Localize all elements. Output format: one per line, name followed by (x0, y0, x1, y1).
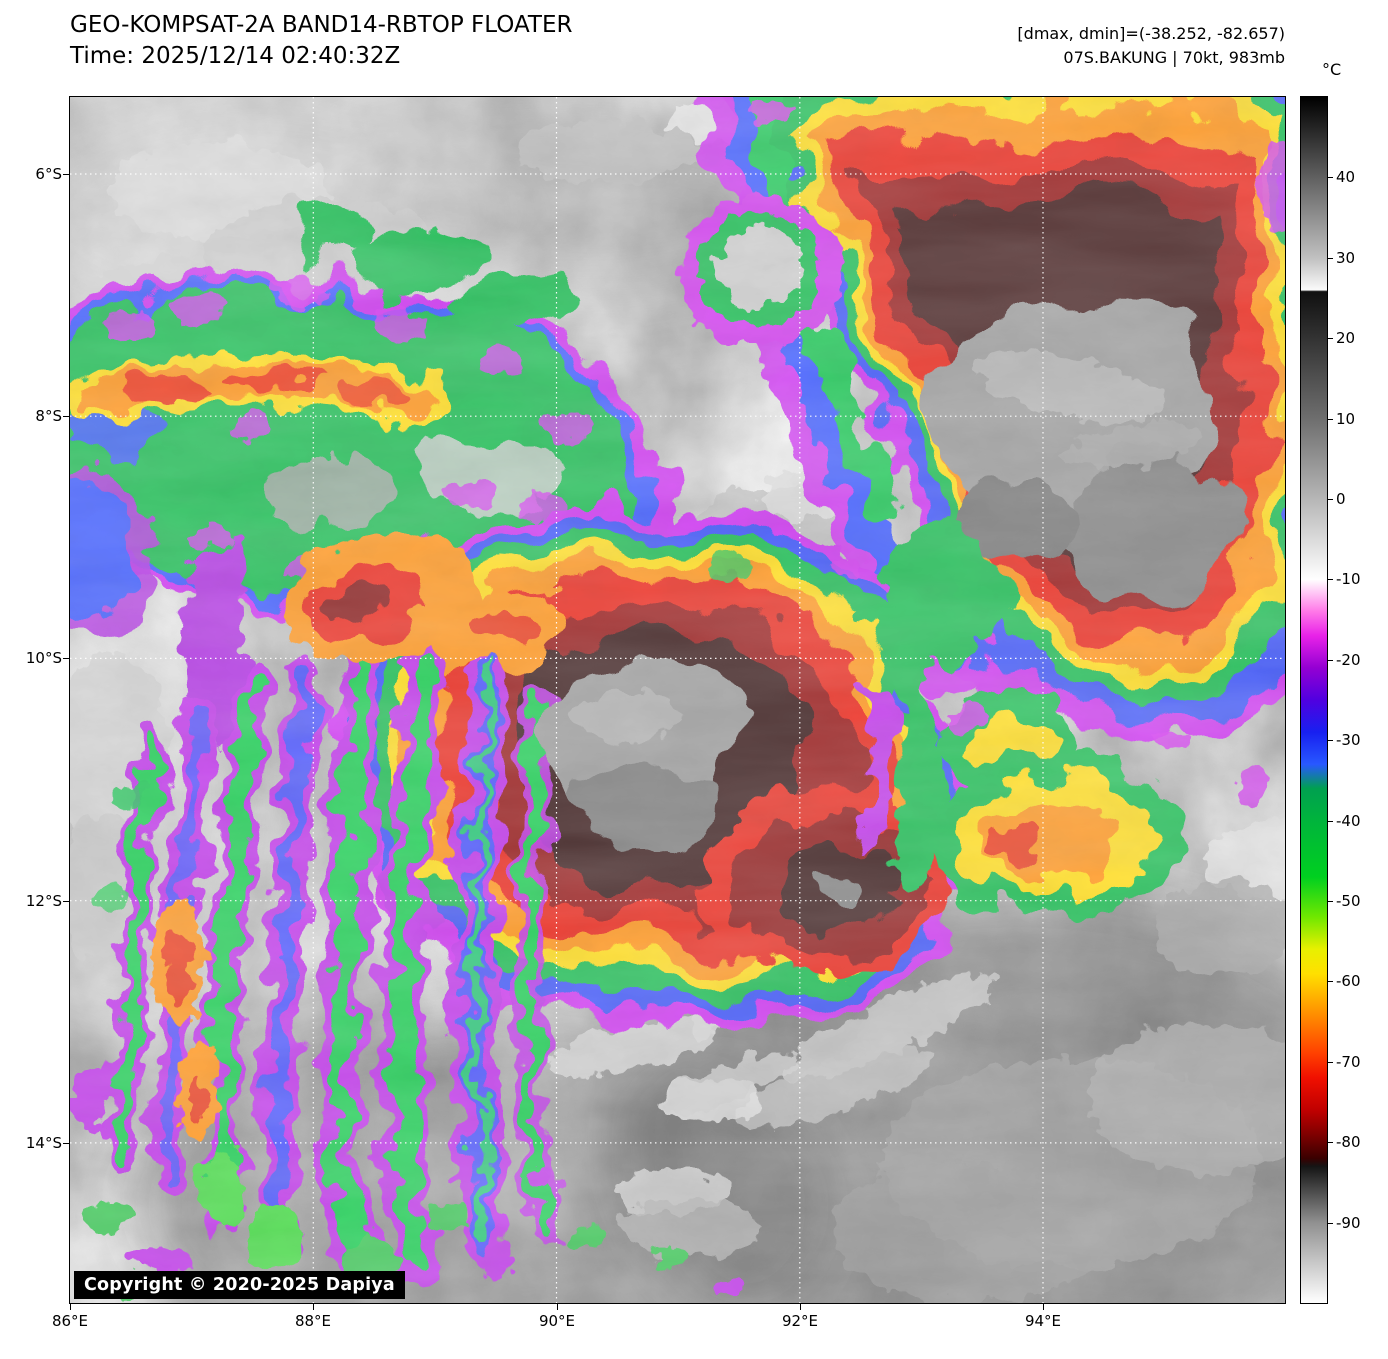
colorbar-unit-label: °C (1322, 60, 1342, 79)
colorbar-tick-label: -80 (1336, 1133, 1361, 1151)
texture-overlay (70, 97, 1285, 1303)
colorbar-tick-label: -10 (1336, 570, 1361, 588)
colorbar-tick-label: -50 (1336, 892, 1361, 910)
lat-tick-label: 12°S (25, 892, 62, 910)
copyright-badge: Copyright © 2020-2025 Dapiya (74, 1271, 405, 1299)
colorbar-gradient (1301, 97, 1327, 1303)
colorbar-tick-label: -30 (1336, 731, 1361, 749)
figure-title: GEO-KOMPSAT-2A BAND14-RBTOP FLOATER (70, 12, 573, 38)
lon-tick-label: 90°E (538, 1312, 576, 1330)
lon-tick-label: 94°E (1024, 1312, 1062, 1330)
satellite-image (70, 97, 1285, 1303)
lat-tick-label: 8°S (35, 407, 62, 425)
colorbar-tick-label: 20 (1336, 329, 1356, 347)
figure-header-right: [dmax, dmin]=(-38.252, -82.657) 07S.BAKU… (1017, 22, 1285, 70)
colorbar (1300, 96, 1328, 1304)
grid-lines (70, 97, 1285, 1303)
lat-tick-label: 10°S (25, 649, 62, 667)
map-plot: Copyright © 2020-2025 Dapiya (69, 96, 1286, 1304)
colorbar-tick-label: -90 (1336, 1214, 1361, 1232)
lon-tick-label: 92°E (781, 1312, 819, 1330)
colorbar-tick-label: -60 (1336, 972, 1361, 990)
colorbar-tick-label: 40 (1336, 168, 1356, 186)
colorbar-tick-label: 10 (1336, 410, 1356, 428)
lon-tick-label: 88°E (294, 1312, 332, 1330)
colorbar-tick-label: -40 (1336, 812, 1361, 830)
dmax-dmin-readout: [dmax, dmin]=(-38.252, -82.657) (1017, 24, 1285, 43)
lat-tick-label: 14°S (25, 1134, 62, 1152)
colorbar-tick-label: 0 (1336, 490, 1346, 508)
storm-info: 07S.BAKUNG | 70kt, 983mb (1063, 48, 1285, 67)
lon-tick-label: 86°E (51, 1312, 89, 1330)
colorbar-tick-label: 30 (1336, 249, 1356, 267)
colorbar-tick-label: -20 (1336, 651, 1361, 669)
figure-time: Time: 2025/12/14 02:40:32Z (70, 43, 401, 69)
figure-header: GEO-KOMPSAT-2A BAND14-RBTOP FLOATER Time… (70, 10, 572, 72)
colorbar-tick-label: -70 (1336, 1053, 1361, 1071)
lat-tick-label: 6°S (35, 165, 62, 183)
